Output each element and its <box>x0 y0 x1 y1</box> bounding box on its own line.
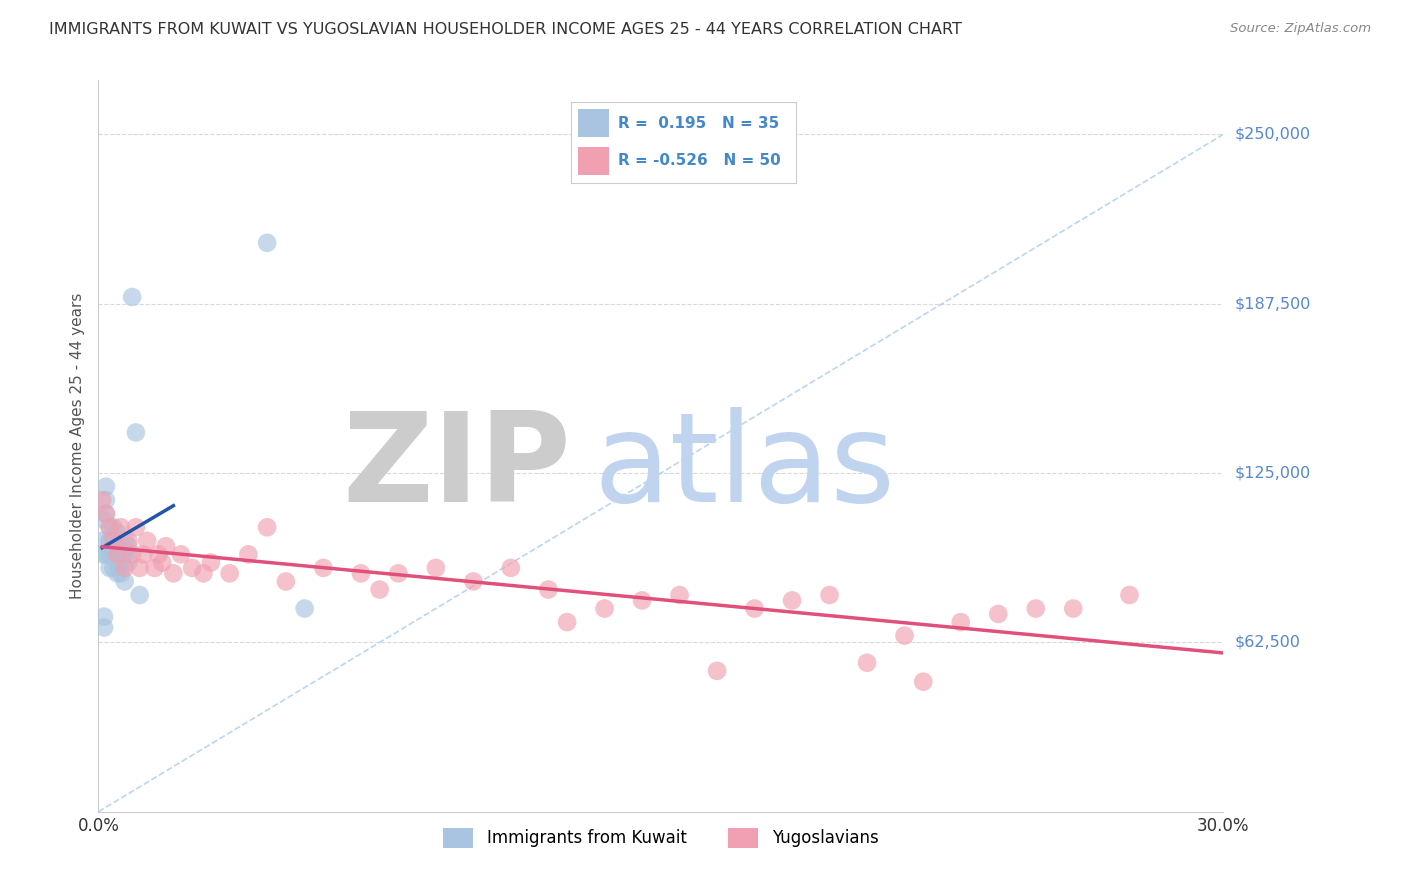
Text: $250,000: $250,000 <box>1234 127 1310 142</box>
Point <box>350 566 373 581</box>
Point <box>117 539 139 553</box>
Text: $187,500: $187,500 <box>1234 296 1310 311</box>
Point <box>200 556 222 570</box>
Point <box>103 533 125 548</box>
Point <box>91 512 114 526</box>
Point <box>150 556 173 570</box>
Point <box>105 566 128 581</box>
Point <box>93 620 115 634</box>
Point <box>463 574 485 589</box>
Point <box>94 507 117 521</box>
Point <box>94 493 117 508</box>
Point <box>170 547 193 561</box>
Point <box>856 656 879 670</box>
Point <box>256 520 278 534</box>
Point <box>91 533 114 548</box>
Point <box>593 601 616 615</box>
Point <box>893 629 915 643</box>
Point <box>98 520 121 534</box>
Point <box>98 547 121 561</box>
Point <box>98 533 121 548</box>
Point <box>668 588 690 602</box>
Point <box>1118 588 1140 602</box>
Text: ZIP: ZIP <box>342 408 571 528</box>
Point <box>425 561 447 575</box>
Point <box>148 547 170 561</box>
Point <box>110 520 132 534</box>
Point <box>499 561 522 575</box>
Point <box>105 556 128 570</box>
Point <box>103 561 125 575</box>
Point <box>780 593 803 607</box>
Point <box>155 539 177 553</box>
Point <box>256 235 278 250</box>
Point <box>294 601 316 615</box>
Point <box>706 664 728 678</box>
Text: Source: ZipAtlas.com: Source: ZipAtlas.com <box>1230 22 1371 36</box>
Point <box>121 547 143 561</box>
Point <box>744 601 766 615</box>
Point <box>949 615 972 629</box>
Point <box>125 425 148 440</box>
Point <box>98 561 121 575</box>
Point <box>114 574 136 589</box>
Point <box>94 507 117 521</box>
Point <box>105 539 128 553</box>
Point <box>121 290 143 304</box>
Point <box>537 582 560 597</box>
Point <box>132 547 155 561</box>
Point <box>555 615 578 629</box>
Point <box>162 566 184 581</box>
Point <box>181 561 204 575</box>
Point <box>128 588 150 602</box>
Point <box>91 547 114 561</box>
Point <box>94 547 117 561</box>
Point <box>117 556 139 570</box>
Point <box>387 566 409 581</box>
Point <box>125 520 148 534</box>
Point <box>103 533 125 548</box>
Text: atlas: atlas <box>593 408 896 528</box>
Point <box>218 566 240 581</box>
Point <box>110 544 132 558</box>
Point <box>98 533 121 548</box>
Point <box>91 493 114 508</box>
Y-axis label: Householder Income Ages 25 - 44 years: Householder Income Ages 25 - 44 years <box>69 293 84 599</box>
Point <box>98 520 121 534</box>
Point <box>110 566 132 581</box>
Point <box>238 547 260 561</box>
Point <box>103 520 125 534</box>
Point <box>114 561 136 575</box>
Point <box>105 547 128 561</box>
Point <box>105 525 128 540</box>
Point <box>93 609 115 624</box>
Point <box>193 566 215 581</box>
Text: $125,000: $125,000 <box>1234 466 1310 481</box>
Text: $62,500: $62,500 <box>1234 635 1301 650</box>
Point <box>117 533 139 548</box>
Point <box>114 547 136 561</box>
Point <box>818 588 841 602</box>
Point <box>368 582 391 597</box>
Point <box>136 533 159 548</box>
Point <box>912 674 935 689</box>
Point <box>987 607 1010 621</box>
Legend: Immigrants from Kuwait, Yugoslavians: Immigrants from Kuwait, Yugoslavians <box>437 821 884 855</box>
Point <box>143 561 166 575</box>
Point <box>1062 601 1084 615</box>
Point <box>631 593 654 607</box>
Point <box>114 533 136 548</box>
Point <box>94 480 117 494</box>
Point <box>274 574 297 589</box>
Point <box>128 561 150 575</box>
Point <box>312 561 335 575</box>
Point <box>1025 601 1047 615</box>
Text: IMMIGRANTS FROM KUWAIT VS YUGOSLAVIAN HOUSEHOLDER INCOME AGES 25 - 44 YEARS CORR: IMMIGRANTS FROM KUWAIT VS YUGOSLAVIAN HO… <box>49 22 962 37</box>
Point <box>103 544 125 558</box>
Point <box>110 556 132 570</box>
